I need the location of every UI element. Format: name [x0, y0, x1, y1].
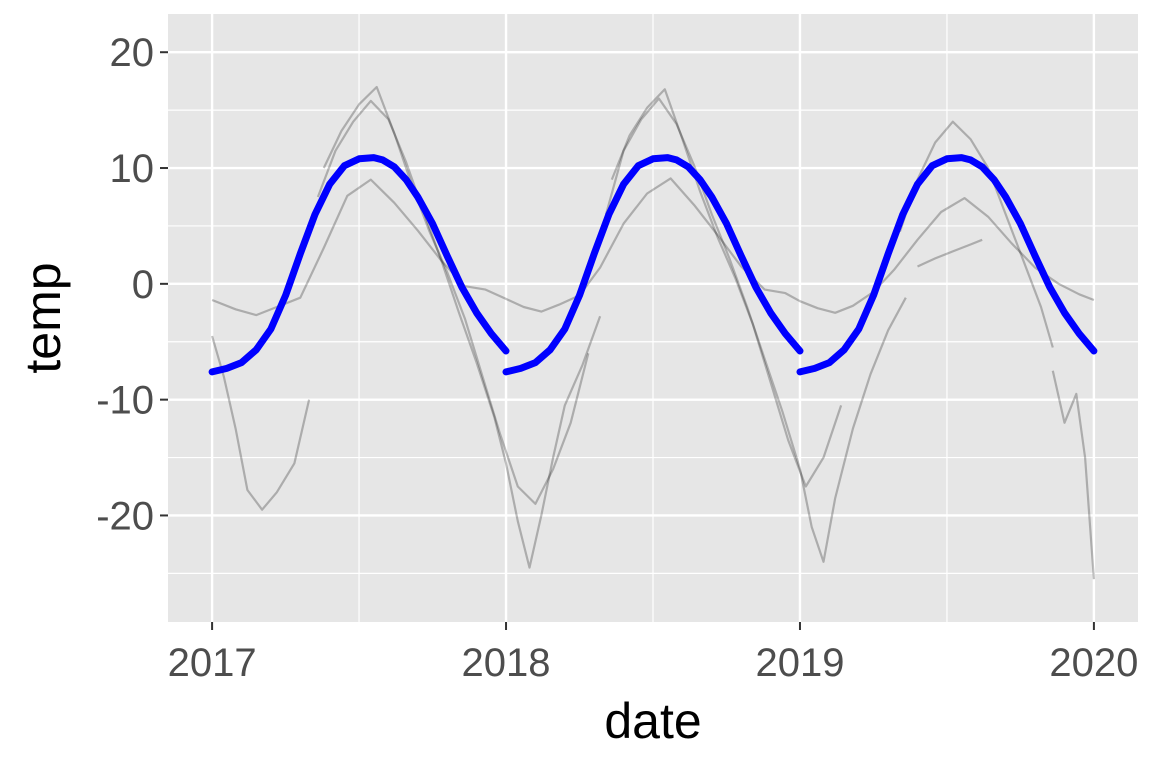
observed-line — [316, 99, 602, 569]
observed-line — [604, 97, 907, 563]
y-tick-label: 20 — [110, 31, 155, 75]
y-tick-label: 0 — [132, 263, 154, 307]
observed-lines — [211, 85, 1095, 580]
observed-line — [917, 238, 983, 268]
grid-major — [168, 14, 1138, 622]
observed-line — [211, 335, 311, 511]
x-axis-title: date — [604, 693, 701, 749]
y-axis: -20 -10 0 10 20 — [96, 31, 168, 538]
x-tick-label: 2017 — [168, 641, 257, 685]
x-axis: 2017 2018 2019 2020 — [168, 622, 1138, 685]
observed-line — [322, 85, 590, 505]
fit-curve-segment — [502, 154, 804, 376]
y-tick-label: -20 — [96, 494, 154, 538]
observed-line — [211, 177, 1095, 317]
x-tick-label: 2018 — [462, 641, 551, 685]
y-tick-label: 10 — [110, 147, 155, 191]
observed-line — [610, 88, 843, 488]
x-tick-label: 2020 — [1049, 641, 1138, 685]
x-tick-label: 2019 — [755, 641, 844, 685]
fit-curve-segment — [208, 154, 510, 376]
fit-curve-segment — [796, 154, 1098, 376]
observed-line — [1051, 370, 1095, 580]
grid-minor — [168, 14, 1138, 622]
observed-line — [898, 120, 1054, 348]
y-axis-title: temp — [15, 262, 71, 373]
y-tick-label: -10 — [96, 379, 154, 423]
fit-curve — [208, 154, 1098, 376]
